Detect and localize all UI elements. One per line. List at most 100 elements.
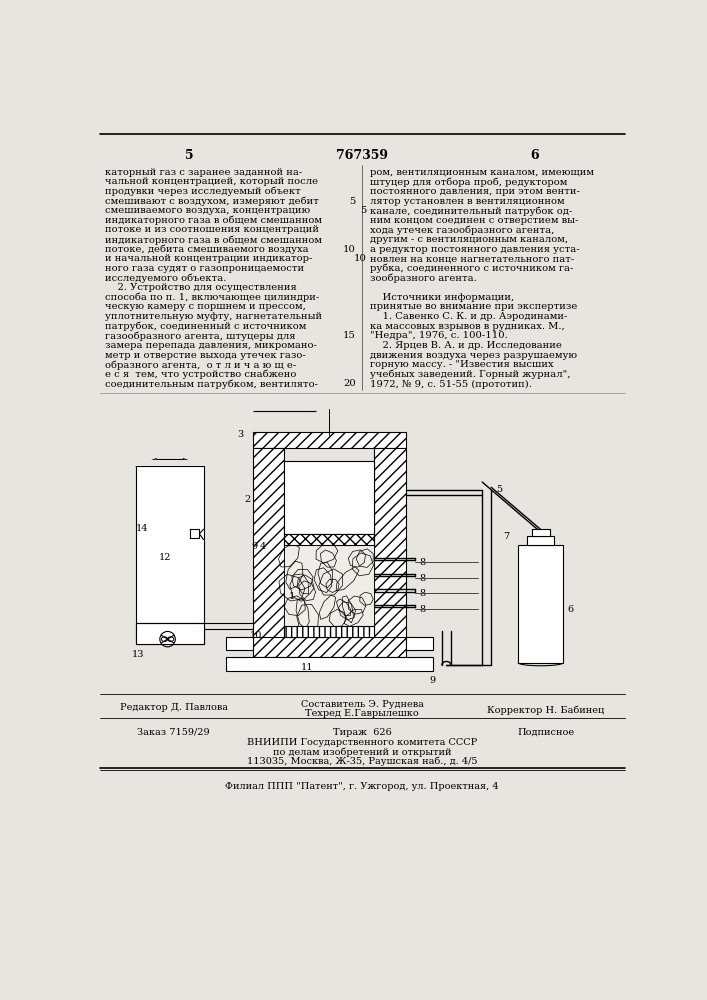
Text: индикаторного газа в общем смешанном: индикаторного газа в общем смешанном [105,216,322,225]
Text: соединительным патрубком, вентилято-: соединительным патрубком, вентилято- [105,379,318,389]
Bar [406,637,433,650]
Bar [518,545,563,663]
Text: 5: 5 [185,149,194,162]
Text: индикаторного газа в общем смешанном: индикаторного газа в общем смешанном [105,235,322,245]
Text: 2. Устройство для осуществления: 2. Устройство для осуществления [105,283,297,292]
Text: Заказ 7159/29: Заказ 7159/29 [137,728,210,737]
Text: 1. Савенко С. К. и др. Аэродинами-: 1. Савенко С. К. и др. Аэродинами- [370,312,568,321]
Text: новлен на конце нагнетательного пат-: новлен на конце нагнетательного пат- [370,254,575,263]
Text: исследуемого объекта.: исследуемого объекта. [105,274,227,283]
Bar [136,623,204,644]
Text: е с я  тем, что устройство снабжено: е с я тем, что устройство снабжено [105,370,297,379]
Text: 12: 12 [158,553,171,562]
Text: смешиваемого воздуха, концентрацию: смешиваемого воздуха, концентрацию [105,206,310,215]
Text: 5: 5 [349,197,356,206]
Bar [190,529,199,538]
Bar [253,448,284,639]
Text: способа по п. 1, включающее цилиндри-: способа по п. 1, включающее цилиндри- [105,293,320,302]
Text: 10: 10 [354,254,367,263]
Text: 8: 8 [419,605,426,614]
Text: каторный газ с заранее заданной на-: каторный газ с заранее заданной на- [105,168,303,177]
Text: 8: 8 [419,574,426,583]
Bar [136,466,204,644]
Text: Техред Е.Гаврылешко: Техред Е.Гаврылешко [305,709,419,718]
Bar [284,545,374,626]
Text: горную массу. - "Известия высших: горную массу. - "Известия высших [370,360,554,369]
Text: 3: 3 [238,430,244,439]
Text: 767359: 767359 [336,149,388,162]
Bar [253,637,406,657]
Text: 2: 2 [244,495,250,504]
Text: 6: 6 [568,605,574,614]
Text: 13: 13 [132,650,144,659]
Text: учебных заведений. Горный журнал",: учебных заведений. Горный журнал", [370,370,571,379]
Text: Корректор Н. Бабинец: Корректор Н. Бабинец [487,705,604,715]
Text: Подписное: Подписное [517,728,574,737]
Text: уплотнительную муфту, нагнетательный: уплотнительную муфту, нагнетательный [105,312,322,321]
Bar [226,657,433,671]
Text: хода утечек газообразного агента,: хода утечек газообразного агента, [370,225,555,235]
Text: продувки через исследуемый объект: продувки через исследуемый объект [105,187,301,196]
Bar [253,432,406,448]
Text: ческую камеру с поршнем и прессом,: ческую камеру с поршнем и прессом, [105,302,306,311]
Text: штуцер для отбора проб, редуктором: штуцер для отбора проб, редуктором [370,177,568,187]
Text: ка массовых взрывов в рудниках. М.,: ка массовых взрывов в рудниках. М., [370,322,565,331]
Text: 113035, Москва, Ж-35, Раушская наб., д. 4/5: 113035, Москва, Ж-35, Раушская наб., д. … [247,757,477,766]
Bar [136,460,204,466]
Text: 11: 11 [300,663,313,672]
Text: по делам изобретений и открытий: по делам изобретений и открытий [273,748,451,757]
Text: а редуктор постоянного давления уста-: а редуктор постоянного давления уста- [370,245,580,254]
Text: 10: 10 [250,631,262,640]
Text: 10: 10 [343,245,356,254]
Text: движения воздуха через разрушаемую: движения воздуха через разрушаемую [370,351,578,360]
Text: принятые во внимание при экспертизе: принятые во внимание при экспертизе [370,302,578,311]
Text: ВНИИПИ Государственного комитета СССР: ВНИИПИ Государственного комитета СССР [247,738,477,747]
Text: ного газа судят о газопроницаемости: ного газа судят о газопроницаемости [105,264,305,273]
Text: 6: 6 [530,149,539,162]
Text: рубка, соединенного с источником га-: рубка, соединенного с источником га- [370,264,574,273]
Text: смешивают с воздухом, измеряют дебит: смешивают с воздухом, измеряют дебит [105,197,320,206]
Text: 5: 5 [361,206,367,215]
Text: чальной концентрацией, который после: чальной концентрацией, который после [105,177,319,186]
Bar [226,637,253,650]
Text: ром, вентиляционным каналом, имеющим: ром, вентиляционным каналом, имеющим [370,168,595,177]
Text: другим - с вентиляционным каналом,: другим - с вентиляционным каналом, [370,235,568,244]
Bar [284,534,374,545]
Text: Тираж  626: Тираж 626 [332,728,392,737]
Text: потоке, дебита смешиваемого воздуха: потоке, дебита смешиваемого воздуха [105,245,309,254]
Text: постоянного давления, при этом венти-: постоянного давления, при этом венти- [370,187,580,196]
Text: метр и отверстие выхода утечек газо-: метр и отверстие выхода утечек газо- [105,351,306,360]
Text: Редактор Д. Павлова: Редактор Д. Павлова [119,703,228,712]
Text: 20: 20 [343,379,356,388]
Text: потоке и из соотношения концентраций: потоке и из соотношения концентраций [105,225,320,234]
Text: 9: 9 [252,542,257,551]
Text: Составитель Э. Руднева: Составитель Э. Руднева [300,700,423,709]
Text: 1: 1 [289,592,296,601]
Bar [284,626,374,637]
Text: ним концом соединен с отверстием вы-: ним концом соединен с отверстием вы- [370,216,579,225]
Text: 8: 8 [419,558,426,567]
Text: канале, соединительный патрубок од-: канале, соединительный патрубок од- [370,206,573,216]
Text: Филиал ППП "Патент", г. Ужгород, ул. Проектная, 4: Филиал ППП "Патент", г. Ужгород, ул. Про… [225,782,498,791]
Text: 9: 9 [430,676,436,685]
Text: зообразного агента.: зообразного агента. [370,274,477,283]
Bar [374,448,406,639]
Bar [527,536,554,545]
Bar [284,461,374,534]
Text: замера перепада давления, микромано-: замера перепада давления, микромано- [105,341,317,350]
Text: 14: 14 [136,524,148,533]
Text: 7: 7 [503,532,509,541]
Text: образного агента,  о т л и ч а ю щ е-: образного агента, о т л и ч а ю щ е- [105,360,297,370]
Text: Источники информации,: Источники информации, [370,293,515,302]
Bar [532,529,549,536]
Text: 2. Ярцев В. А. и др. Исследование: 2. Ярцев В. А. и др. Исследование [370,341,562,350]
Text: 8: 8 [419,589,426,598]
Text: 4: 4 [260,542,267,551]
Text: патрубок, соединенный с источником: патрубок, соединенный с источником [105,322,307,331]
Text: и начальной концентрации индикатор-: и начальной концентрации индикатор- [105,254,312,263]
Text: 15: 15 [343,331,356,340]
Text: 1972, № 9, с. 51-55 (прототип).: 1972, № 9, с. 51-55 (прототип). [370,379,532,389]
Text: лятор установлен в вентиляционном: лятор установлен в вентиляционном [370,197,565,206]
Text: "Недра", 1976, с. 100-110.: "Недра", 1976, с. 100-110. [370,331,508,340]
Text: 5: 5 [496,485,502,494]
